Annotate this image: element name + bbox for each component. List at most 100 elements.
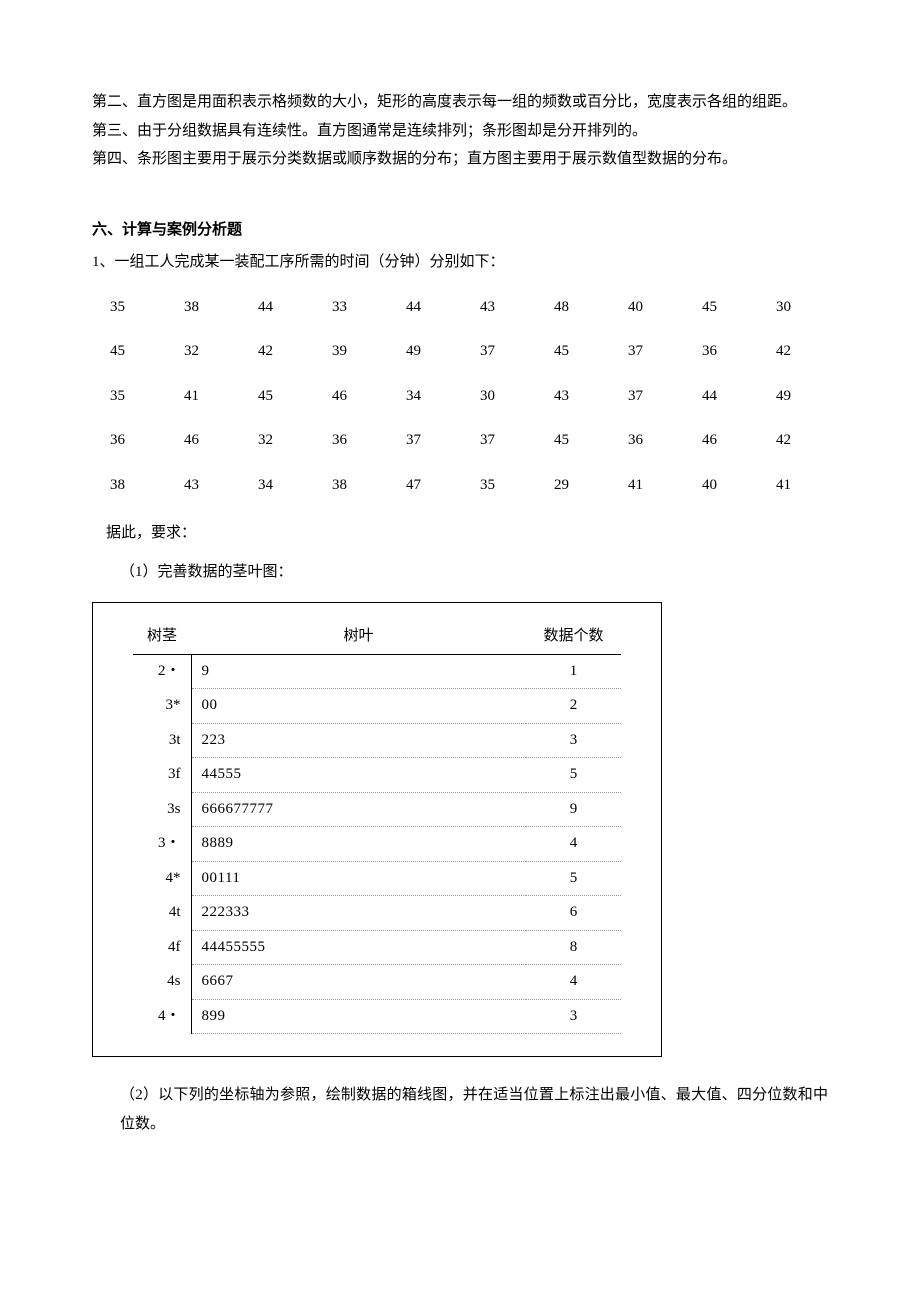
stem-row: 3*002 (133, 689, 621, 724)
stem-cell: 4t (133, 896, 191, 931)
data-row: 45324239493745373642 (104, 329, 844, 374)
stem-row: 3f445555 (133, 758, 621, 793)
data-cell: 44 (252, 285, 326, 330)
stem-cell: 3s (133, 792, 191, 827)
leaf-cell: 222333 (191, 896, 526, 931)
data-cell: 49 (770, 374, 844, 419)
stem-row: 3t2233 (133, 723, 621, 758)
stem-row: 4f444555558 (133, 930, 621, 965)
data-cell: 45 (252, 374, 326, 419)
data-cell: 42 (770, 418, 844, 463)
subquestion-1: （1）完善数据的茎叶图： (120, 558, 828, 587)
data-cell: 37 (622, 329, 696, 374)
stem-row: 4・8993 (133, 999, 621, 1034)
leaf-cell: 44455555 (191, 930, 526, 965)
stem-row: 2・91 (133, 654, 621, 689)
data-cell: 35 (104, 285, 178, 330)
data-cell: 41 (622, 463, 696, 508)
stem-cell: 3t (133, 723, 191, 758)
stem-leaf-table: 树茎 树叶 数据个数 2・913*0023t22333f4455553s6666… (133, 619, 621, 1034)
data-cell: 43 (474, 285, 548, 330)
data-cell: 44 (400, 285, 474, 330)
data-cell: 36 (326, 418, 400, 463)
stem-header-stem: 树茎 (133, 619, 191, 654)
data-cell: 37 (474, 329, 548, 374)
count-cell: 6 (526, 896, 621, 931)
data-cell: 30 (474, 374, 548, 419)
data-cell: 36 (104, 418, 178, 463)
data-cell: 45 (548, 418, 622, 463)
leaf-cell: 223 (191, 723, 526, 758)
data-cell: 45 (696, 285, 770, 330)
count-cell: 2 (526, 689, 621, 724)
data-cell: 38 (326, 463, 400, 508)
data-cell: 33 (326, 285, 400, 330)
data-row: 36463236373745364642 (104, 418, 844, 463)
data-cell: 47 (400, 463, 474, 508)
data-cell: 37 (622, 374, 696, 419)
count-cell: 1 (526, 654, 621, 689)
data-cell: 32 (178, 329, 252, 374)
stem-cell: 4* (133, 861, 191, 896)
data-cell: 45 (104, 329, 178, 374)
data-cell: 41 (178, 374, 252, 419)
data-row: 35414546343043374449 (104, 374, 844, 419)
leaf-cell: 6667 (191, 965, 526, 1000)
data-cell: 32 (252, 418, 326, 463)
data-cell: 36 (696, 329, 770, 374)
leaf-cell: 899 (191, 999, 526, 1034)
data-cell: 40 (622, 285, 696, 330)
intro-para-3: 第四、条形图主要用于展示分类数据或顺序数据的分布；直方图主要用于展示数值型数据的… (92, 145, 828, 174)
data-row: 38433438473529414041 (104, 463, 844, 508)
stem-header-row: 树茎 树叶 数据个数 (133, 619, 621, 654)
data-cell: 34 (400, 374, 474, 419)
stem-header-count: 数据个数 (526, 619, 621, 654)
leaf-cell: 9 (191, 654, 526, 689)
intro-para-2: 第三、由于分组数据具有连续性。直方图通常是连续排列；条形图却是分开排列的。 (92, 117, 828, 146)
data-cell: 37 (400, 418, 474, 463)
stem-row: 4t2223336 (133, 896, 621, 931)
data-cell: 39 (326, 329, 400, 374)
data-row: 35384433444348404530 (104, 285, 844, 330)
stem-cell: 2・ (133, 654, 191, 689)
stem-cell: 3f (133, 758, 191, 793)
stem-header-leaf: 树叶 (191, 619, 526, 654)
leaf-cell: 00 (191, 689, 526, 724)
subquestion-2: （2）以下列的坐标轴为参照，绘制数据的箱线图，并在适当位置上标注出最小值、最大值… (120, 1081, 828, 1138)
count-cell: 3 (526, 999, 621, 1034)
data-cell: 46 (326, 374, 400, 419)
count-cell: 4 (526, 827, 621, 862)
leaf-cell: 8889 (191, 827, 526, 862)
stem-cell: 4f (133, 930, 191, 965)
count-cell: 8 (526, 930, 621, 965)
stem-row: 4s66674 (133, 965, 621, 1000)
data-cell: 45 (548, 329, 622, 374)
data-grid: 3538443344434840453045324239493745373642… (104, 285, 844, 508)
data-cell: 29 (548, 463, 622, 508)
stem-cell: 3* (133, 689, 191, 724)
data-cell: 43 (178, 463, 252, 508)
data-cell: 40 (696, 463, 770, 508)
stem-cell: 3・ (133, 827, 191, 862)
post-data-text: 据此，要求： (106, 519, 828, 548)
leaf-cell: 666677777 (191, 792, 526, 827)
stem-leaf-container: 树茎 树叶 数据个数 2・913*0023t22333f4455553s6666… (92, 602, 662, 1057)
data-cell: 46 (178, 418, 252, 463)
data-cell: 42 (252, 329, 326, 374)
stem-cell: 4s (133, 965, 191, 1000)
count-cell: 9 (526, 792, 621, 827)
data-cell: 49 (400, 329, 474, 374)
data-cell: 42 (770, 329, 844, 374)
data-cell: 37 (474, 418, 548, 463)
data-cell: 44 (696, 374, 770, 419)
stem-row: 4*001115 (133, 861, 621, 896)
section-heading: 六、计算与案例分析题 (92, 216, 828, 245)
question-1-text: 1、一组工人完成某一装配工序所需的时间（分钟）分别如下： (92, 248, 828, 277)
count-cell: 3 (526, 723, 621, 758)
data-cell: 35 (474, 463, 548, 508)
data-cell: 38 (104, 463, 178, 508)
data-cell: 34 (252, 463, 326, 508)
stem-cell: 4・ (133, 999, 191, 1034)
data-cell: 36 (622, 418, 696, 463)
data-cell: 43 (548, 374, 622, 419)
